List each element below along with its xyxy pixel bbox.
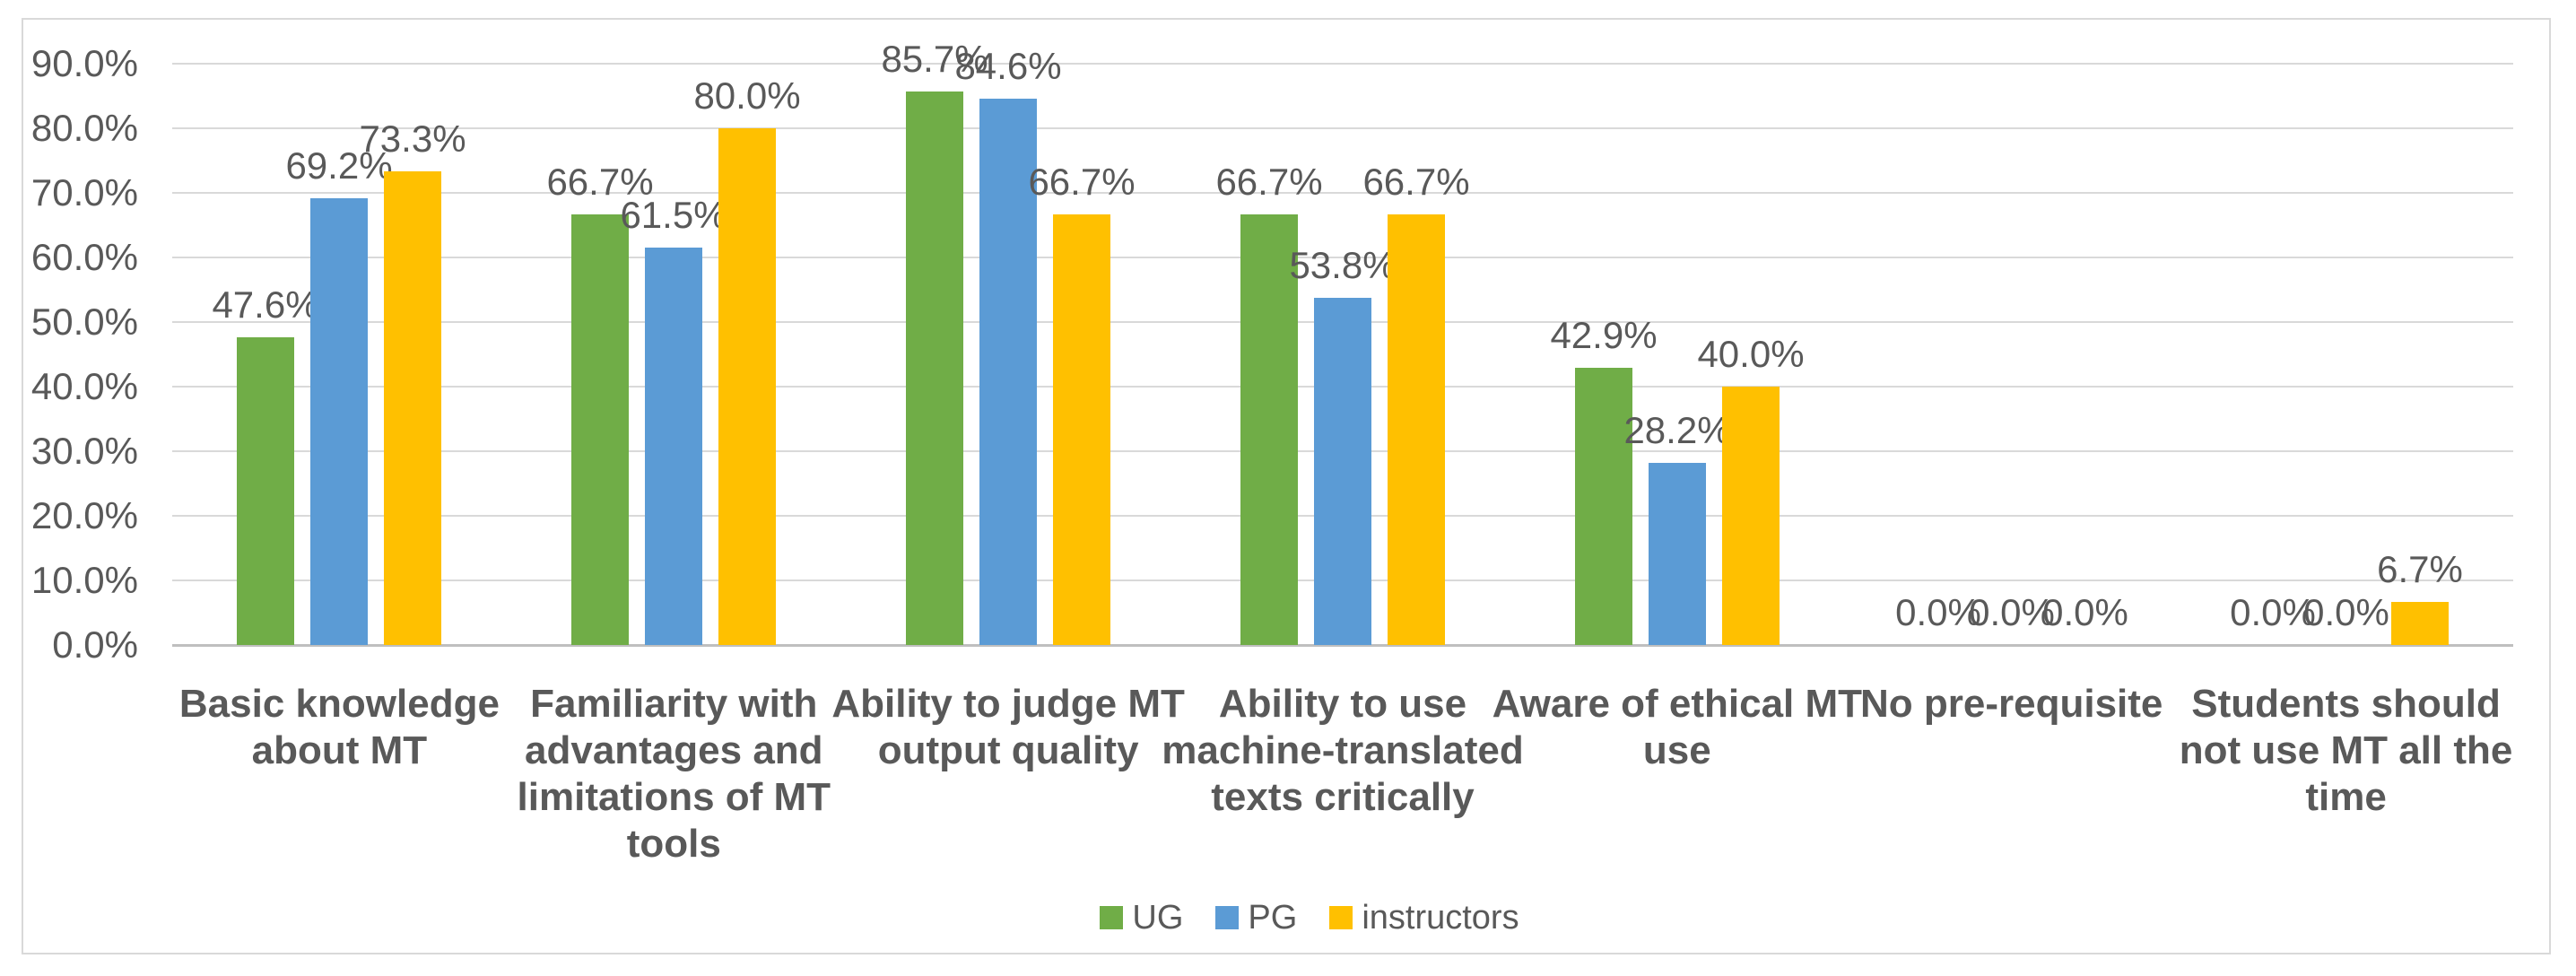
legend-item-pg: PG <box>1215 897 1297 938</box>
bar-value-label-pg-basic-knowledge-about-mt: 69.2% <box>285 144 393 187</box>
gridline <box>172 63 2513 65</box>
bar-instructors-students-should-not-use-mt-all-the-time <box>2391 602 2449 645</box>
bar-value-label-ug-aware-of-ethical-mt-use: 42.9% <box>1550 314 1658 356</box>
y-axis-tick-label: 70.0% <box>30 171 138 214</box>
bar-ug-aware-of-ethical-mt-use <box>1575 368 1632 645</box>
bar-instructors-ability-to-use-machine-translated-texts- <box>1388 214 1445 645</box>
x-axis-category-label-aware-of-ethical-mt-use: Aware of ethical MT use <box>1492 682 1863 772</box>
y-axis-tick-label: 90.0% <box>30 42 138 84</box>
bar-value-label-pg-ability-to-use-machine-translated-texts-: 53.8% <box>1289 244 1397 286</box>
bar-ug-basic-knowledge-about-mt <box>237 337 294 645</box>
y-axis-tick-label: 50.0% <box>30 301 138 343</box>
y-axis-tick-label: 40.0% <box>30 365 138 407</box>
y-axis-tick-label: 30.0% <box>30 430 138 472</box>
legend-swatch-instructors <box>1329 906 1353 929</box>
bar-instructors-basic-knowledge-about-mt <box>384 171 441 645</box>
gridline <box>172 127 2513 129</box>
y-axis-tick-label: 0.0% <box>52 623 138 666</box>
legend-item-ug: UG <box>1100 897 1183 938</box>
x-axis-category-label-students-should-not-use-mt-all-the-time: Students should not use MT all the time <box>2179 682 2513 819</box>
legend-item-instructors: instructors <box>1329 897 1519 938</box>
bar-value-label-instructors-basic-knowledge-about-mt: 73.3% <box>359 118 466 160</box>
bar-value-label-ug-familiarity-with-advantages-and-limitati: 66.7% <box>546 161 654 203</box>
bar-pg-ability-to-use-machine-translated-texts- <box>1314 298 1371 645</box>
bar-instructors-familiarity-with-advantages-and-limitati <box>718 128 776 645</box>
chart-legend: UG PG instructors <box>45 897 2574 938</box>
gridline <box>172 257 2513 258</box>
bar-ug-familiarity-with-advantages-and-limitati <box>571 214 629 645</box>
bar-value-label-instructors-ability-to-judge-mt-output-quality: 66.7% <box>1028 161 1136 203</box>
x-axis-category-label-basic-knowledge-about-mt: Basic knowledge about MT <box>178 682 500 772</box>
x-axis-category-label-no-pre-requisite: No pre-requisite <box>1860 682 2163 726</box>
bar-instructors-aware-of-ethical-mt-use <box>1722 387 1780 645</box>
bar-value-label-instructors-aware-of-ethical-mt-use: 40.0% <box>1697 333 1805 375</box>
bar-instructors-ability-to-judge-mt-output-quality <box>1053 214 1110 645</box>
legend-label-ug: UG <box>1132 899 1184 937</box>
bar-pg-aware-of-ethical-mt-use <box>1649 463 1706 645</box>
bar-ug-ability-to-judge-mt-output-quality <box>906 92 963 645</box>
x-axis-category-label-familiarity-with-advantages-and-limitati: Familiarity with advantages and limitati… <box>517 682 831 866</box>
bar-pg-familiarity-with-advantages-and-limitati <box>645 248 702 645</box>
bar-ug-ability-to-use-machine-translated-texts- <box>1240 214 1298 645</box>
bar-value-label-pg-no-pre-requisite: 0.0% <box>1969 591 2055 633</box>
bar-chart-panel: 0.0% 10.0% 20.0% 30.0% 40.0% 50.0% 60.0% 70.0% 8… <box>22 18 2551 954</box>
bar-pg-ability-to-judge-mt-output-quality <box>979 99 1037 645</box>
bar-value-label-instructors-no-pre-requisite: 0.0% <box>2042 591 2128 633</box>
bar-value-label-ug-students-should-not-use-mt-all-the-time: 0.0% <box>2230 591 2316 633</box>
bar-value-label-ug-ability-to-judge-mt-output-quality: 85.7% <box>881 38 988 80</box>
gridline <box>172 192 2513 194</box>
bar-value-label-ug-basic-knowledge-about-mt: 47.6% <box>212 283 319 326</box>
bar-value-label-instructors-ability-to-use-machine-translated-texts-: 66.7% <box>1362 161 1470 203</box>
x-axis-category-label-ability-to-use-machine-translated-texts-: Ability to use machine-translated texts … <box>1162 682 1524 819</box>
x-axis-line <box>172 644 2513 647</box>
legend-swatch-pg <box>1215 906 1240 929</box>
x-axis-category-label-ability-to-judge-mt-output-quality: Ability to judge MT output quality <box>831 682 1185 772</box>
bar-value-label-pg-aware-of-ethical-mt-use: 28.2% <box>1623 409 1731 451</box>
legend-swatch-ug <box>1100 906 1124 929</box>
y-axis-tick-label: 10.0% <box>30 559 138 601</box>
legend-label-instructors: instructors <box>1362 899 1519 937</box>
y-axis-tick-label: 60.0% <box>30 236 138 278</box>
bar-value-label-ug-no-pre-requisite: 0.0% <box>1895 591 1981 633</box>
legend-label-pg: PG <box>1248 899 1298 937</box>
bar-value-label-instructors-familiarity-with-advantages-and-limitati: 80.0% <box>693 74 801 117</box>
bar-value-label-pg-ability-to-judge-mt-output-quality: 84.6% <box>954 45 1062 87</box>
bar-value-label-ug-ability-to-use-machine-translated-texts-: 66.7% <box>1215 161 1323 203</box>
bar-pg-basic-knowledge-about-mt <box>310 198 368 645</box>
y-axis-tick-label: 20.0% <box>30 494 138 536</box>
bar-value-label-pg-students-should-not-use-mt-all-the-time: 0.0% <box>2303 591 2389 633</box>
bar-value-label-pg-familiarity-with-advantages-and-limitati: 61.5% <box>620 194 727 236</box>
y-axis-tick-label: 80.0% <box>30 107 138 149</box>
bar-value-label-instructors-students-should-not-use-mt-all-the-time: 6.7% <box>2377 548 2463 590</box>
